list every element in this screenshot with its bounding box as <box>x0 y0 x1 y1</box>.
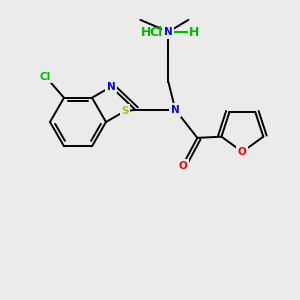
Text: O: O <box>179 161 188 171</box>
Text: Cl: Cl <box>150 26 163 38</box>
Text: S: S <box>121 106 129 116</box>
Text: N: N <box>164 27 173 37</box>
Text: N: N <box>107 82 116 92</box>
Text: O: O <box>238 147 247 157</box>
Text: H: H <box>141 26 151 38</box>
Text: Cl: Cl <box>39 72 51 82</box>
Text: H: H <box>189 26 200 38</box>
Text: N: N <box>171 105 180 115</box>
